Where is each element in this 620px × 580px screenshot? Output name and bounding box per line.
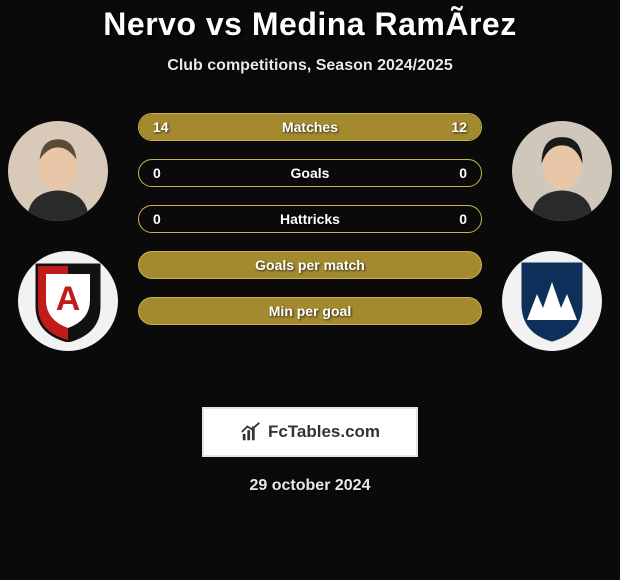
stat-value-left: 14 [153, 119, 169, 135]
brand-badge: FcTables.com [202, 407, 418, 457]
stat-value-right: 0 [459, 211, 467, 227]
comparison-card: Nervo vs Medina RamÃ­rez Club competitio… [0, 0, 620, 580]
stat-label: Goals per match [139, 257, 481, 273]
main-area: A 14 Matches 12 0 Goals 0 [0, 109, 620, 389]
club-left-logo: A [18, 251, 118, 351]
stat-label: Goals [139, 165, 481, 181]
club-right-logo [502, 251, 602, 351]
stat-row-matches: 14 Matches 12 [138, 113, 482, 141]
atlas-shield-icon: A [32, 260, 104, 342]
stat-value-left: 0 [153, 211, 161, 227]
player-left-silhouette [14, 129, 102, 221]
stat-pills: 14 Matches 12 0 Goals 0 0 Hattricks 0 Go… [138, 113, 482, 325]
page-title: Nervo vs Medina RamÃ­rez [0, 6, 620, 43]
stat-value-right: 12 [451, 119, 467, 135]
stat-label: Hattricks [139, 211, 481, 227]
svg-text:A: A [56, 280, 81, 318]
stat-label: Min per goal [139, 303, 481, 319]
monterrey-shield-icon [517, 260, 587, 342]
player-right-silhouette [518, 129, 606, 221]
date-text: 29 october 2024 [0, 477, 620, 495]
stat-row-min-per-goal: Min per goal [138, 297, 482, 325]
player-left-avatar [8, 121, 108, 221]
stat-value-left: 0 [153, 165, 161, 181]
stat-value-right: 0 [459, 165, 467, 181]
stat-row-goals: 0 Goals 0 [138, 159, 482, 187]
chart-icon [240, 421, 262, 443]
stat-row-goals-per-match: Goals per match [138, 251, 482, 279]
stat-label: Matches [139, 119, 481, 135]
subtitle: Club competitions, Season 2024/2025 [0, 57, 620, 75]
brand-text: FcTables.com [268, 422, 380, 442]
stat-row-hattricks: 0 Hattricks 0 [138, 205, 482, 233]
player-right-avatar [512, 121, 612, 221]
